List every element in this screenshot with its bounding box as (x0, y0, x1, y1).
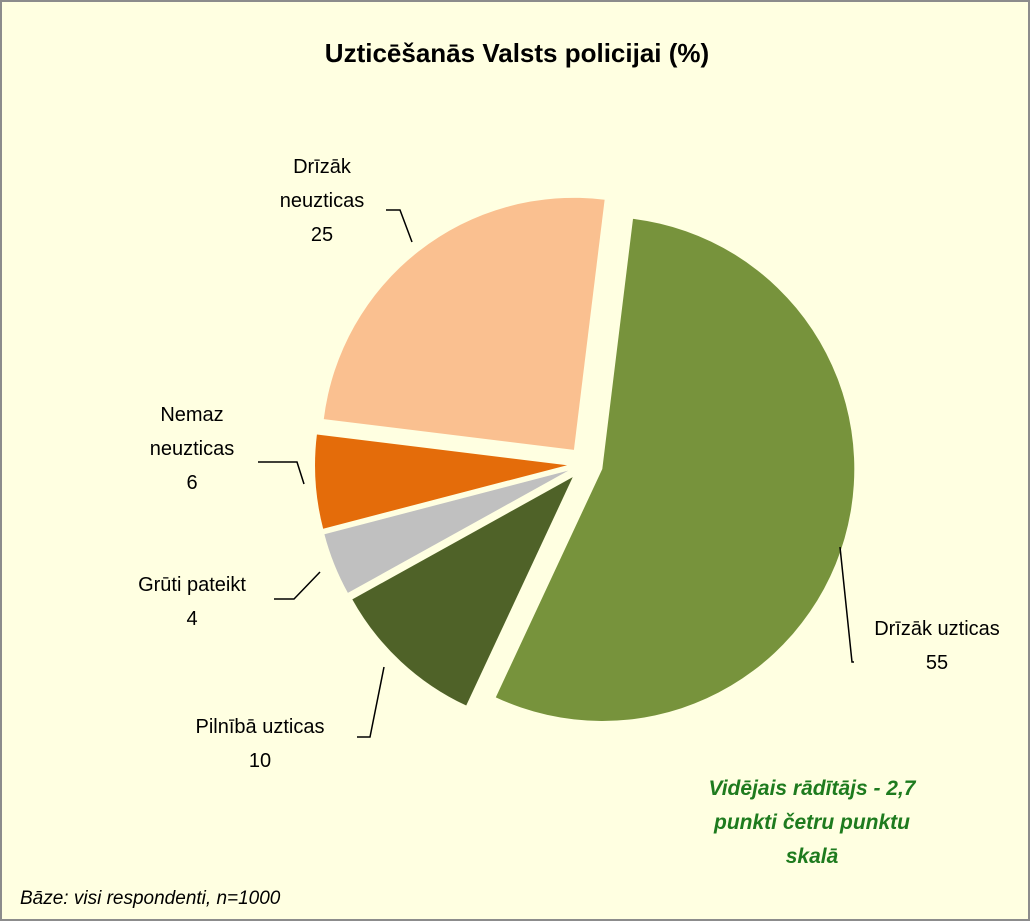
leader-line (258, 461, 305, 485)
leader-line (839, 546, 854, 663)
pie-slice (324, 470, 569, 593)
annotation-line: punkti četru punktu (714, 811, 910, 834)
chart-title: Uzticēšanās Valsts policijai (%) (324, 38, 710, 68)
category-label: Drīzāk uzticas (874, 618, 1000, 640)
pie-slice (495, 218, 855, 721)
value-label: 55 (925, 652, 949, 674)
value-label: 25 (310, 224, 334, 246)
data-label: Drīzāk neuzticas 25 (252, 150, 392, 252)
pie-slice (315, 434, 568, 529)
category-label: Drīzāk neuzticas (279, 156, 365, 212)
value-label: 6 (186, 472, 198, 494)
category-label: Grūti pateikt (138, 574, 246, 596)
leader-line (274, 571, 321, 600)
footnote: Bāze: visi respondenti, n=1000 (20, 888, 281, 909)
value-label: 4 (186, 608, 198, 630)
category-label: Nemaz neuzticas (149, 404, 235, 460)
annotation-line: Vidējais rādītājs - 2,7 (708, 777, 916, 800)
annotation: Vidējais rādītājs - 2,7 punkti četru pun… (652, 772, 972, 874)
annotation-line: skalā (785, 845, 839, 868)
data-label: Grūti pateikt 4 (92, 568, 292, 636)
leader-line (386, 209, 413, 243)
data-label: Nemaz neuzticas 6 (122, 398, 262, 500)
data-label: Drīzāk uzticas 55 (837, 612, 1030, 680)
data-label: Pilnībā uzticas 10 (160, 710, 360, 778)
category-label: Pilnībā uzticas (195, 716, 325, 738)
value-label: 10 (248, 750, 272, 772)
pie-slice (352, 477, 573, 706)
leader-line (357, 666, 385, 738)
pie-slice (323, 197, 605, 450)
